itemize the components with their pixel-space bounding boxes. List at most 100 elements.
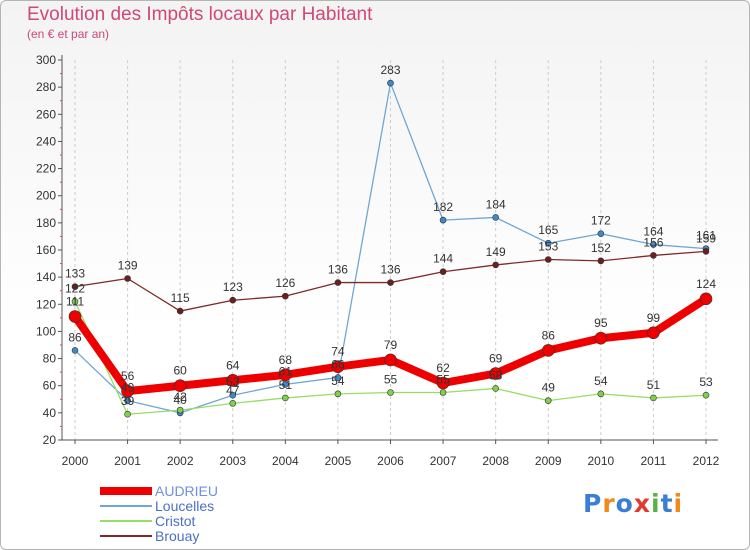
point-brouay-2004 (282, 292, 289, 300)
label-loucelles-2000: 86 (68, 330, 82, 344)
series-audrieu (68, 292, 713, 398)
label-cristot-2003: 47 (226, 383, 240, 397)
x-tick-label-2002: 2002 (167, 454, 194, 468)
point-cristot-2012 (702, 391, 710, 399)
data-labels: 133 139 115 123 126 136 136 144 149 153 152 156 159 8… (65, 63, 716, 408)
axes: 20 40 60 80 100 120 140 160 180 200 220 240 260 280 30… (36, 53, 720, 468)
label-audrieu-2005: 74 (331, 345, 345, 359)
point-cristot-2006 (387, 389, 394, 396)
label-brouay-2003: 123 (223, 280, 243, 294)
label-audrieu-2000: 111 (66, 295, 85, 309)
y-tick-label-100: 100 (36, 324, 56, 338)
point-cristot-2001 (124, 410, 131, 418)
legend-label-loucelles: Loucelles (155, 498, 215, 514)
point-audrieu-2012 (699, 292, 713, 306)
point-loucelles-2008 (492, 214, 499, 221)
label-cristot-2008: 58 (489, 368, 503, 382)
point-cristot-2007 (439, 389, 447, 396)
y-tick-label-40: 40 (43, 406, 57, 420)
label-loucelles-2004: 61 (279, 364, 293, 378)
label-cristot-2000: 122 (65, 282, 85, 296)
point-audrieu-2005 (331, 360, 345, 374)
label-loucelles-2010: 172 (591, 214, 611, 228)
legend-swatch-cristot (100, 520, 152, 522)
legend-swatch-brouay (100, 535, 152, 537)
logo-letter: o (615, 489, 634, 518)
point-brouay-2007 (439, 268, 447, 276)
point-audrieu-2009 (541, 344, 555, 357)
label-audrieu-2004: 68 (279, 353, 293, 367)
y-tick-label-260: 260 (36, 107, 56, 121)
logo-letter: i (673, 489, 684, 518)
label-loucelles-2003: 53 (226, 375, 240, 389)
point-brouay-2003 (229, 296, 237, 304)
x-tick-label-2005: 2005 (325, 454, 352, 468)
label-audrieu-2001: 56 (121, 369, 135, 383)
label-cristot-2006: 55 (384, 373, 398, 387)
label-audrieu-2008: 69 (489, 352, 503, 366)
point-audrieu-2008 (489, 367, 502, 380)
x-tick-label-2008: 2008 (482, 454, 509, 468)
label-audrieu-2006: 79 (384, 338, 398, 352)
chart-title: Evolution des Impôts locaux par Habitant (27, 4, 373, 25)
label-loucelles-2011: 164 (643, 225, 663, 239)
y-tick-label-300: 300 (36, 53, 56, 67)
label-loucelles-2012: 161 (696, 229, 716, 243)
x-tick-label-2003: 2003 (219, 454, 246, 468)
label-brouay-2011: 156 (643, 235, 663, 249)
point-audrieu-2011 (647, 326, 660, 340)
label-loucelles-2002: 40 (173, 393, 187, 407)
point-cristot-2004 (282, 394, 289, 402)
point-loucelles-2011 (650, 241, 657, 248)
logo-letter: t (660, 489, 674, 518)
point-audrieu-2007 (436, 376, 450, 390)
y-tick-label-80: 80 (43, 352, 57, 366)
y-tick-label-20: 20 (43, 433, 57, 447)
point-brouay-2006 (387, 279, 394, 286)
label-cristot-2009: 49 (542, 381, 556, 395)
point-loucelles-2010 (597, 230, 605, 238)
y-tick-label-180: 180 (36, 216, 56, 230)
point-audrieu-2006 (384, 353, 397, 367)
legend-swatch-audrieu (100, 487, 152, 495)
point-cristot-2005 (334, 390, 342, 398)
point-loucelles-2006 (387, 79, 394, 87)
point-brouay-2002 (176, 307, 184, 315)
point-brouay-2005 (334, 279, 342, 286)
label-brouay-2009: 153 (538, 240, 558, 254)
legend-label-brouay: Brouay (155, 528, 200, 544)
point-brouay-2001 (124, 275, 131, 282)
y-tick-label-60: 60 (43, 379, 57, 393)
y-tick-label-120: 120 (36, 297, 56, 311)
y-tick-label-240: 240 (36, 134, 56, 148)
label-brouay-2004: 126 (275, 276, 295, 290)
label-cristot-2001: 39 (121, 394, 135, 408)
logo-letter: x (633, 489, 651, 518)
point-loucelles-2003 (229, 391, 237, 399)
x-tick-label-2007: 2007 (430, 454, 457, 468)
label-loucelles-2001: 49 (121, 381, 135, 395)
x-tick-label-2006: 2006 (377, 454, 404, 468)
y-tick-label-200: 200 (36, 189, 56, 203)
y-tick-label-140: 140 (36, 270, 56, 284)
point-cristot-2008 (492, 385, 499, 392)
label-brouay-2001: 139 (118, 259, 138, 273)
legend-label-audrieu: AUDRIEU (155, 483, 219, 499)
point-brouay-2008 (492, 261, 499, 269)
label-brouay-2005: 136 (328, 263, 348, 277)
label-brouay-2012: 159 (696, 231, 716, 245)
y-tick-label-220: 220 (36, 162, 56, 176)
label-cristot-2007: 55 (436, 373, 450, 387)
point-loucelles-2000 (71, 347, 79, 354)
x-tick-label-2011: 2011 (641, 454, 667, 468)
label-audrieu-2003: 64 (226, 358, 240, 372)
point-audrieu-2001 (121, 384, 134, 398)
point-audrieu-2000 (68, 310, 82, 323)
point-loucelles-2009 (544, 239, 552, 247)
point-brouay-2012 (702, 248, 710, 255)
point-cristot-2010 (597, 390, 605, 398)
label-brouay-2010: 152 (591, 241, 611, 255)
point-cristot-2002 (176, 406, 184, 414)
